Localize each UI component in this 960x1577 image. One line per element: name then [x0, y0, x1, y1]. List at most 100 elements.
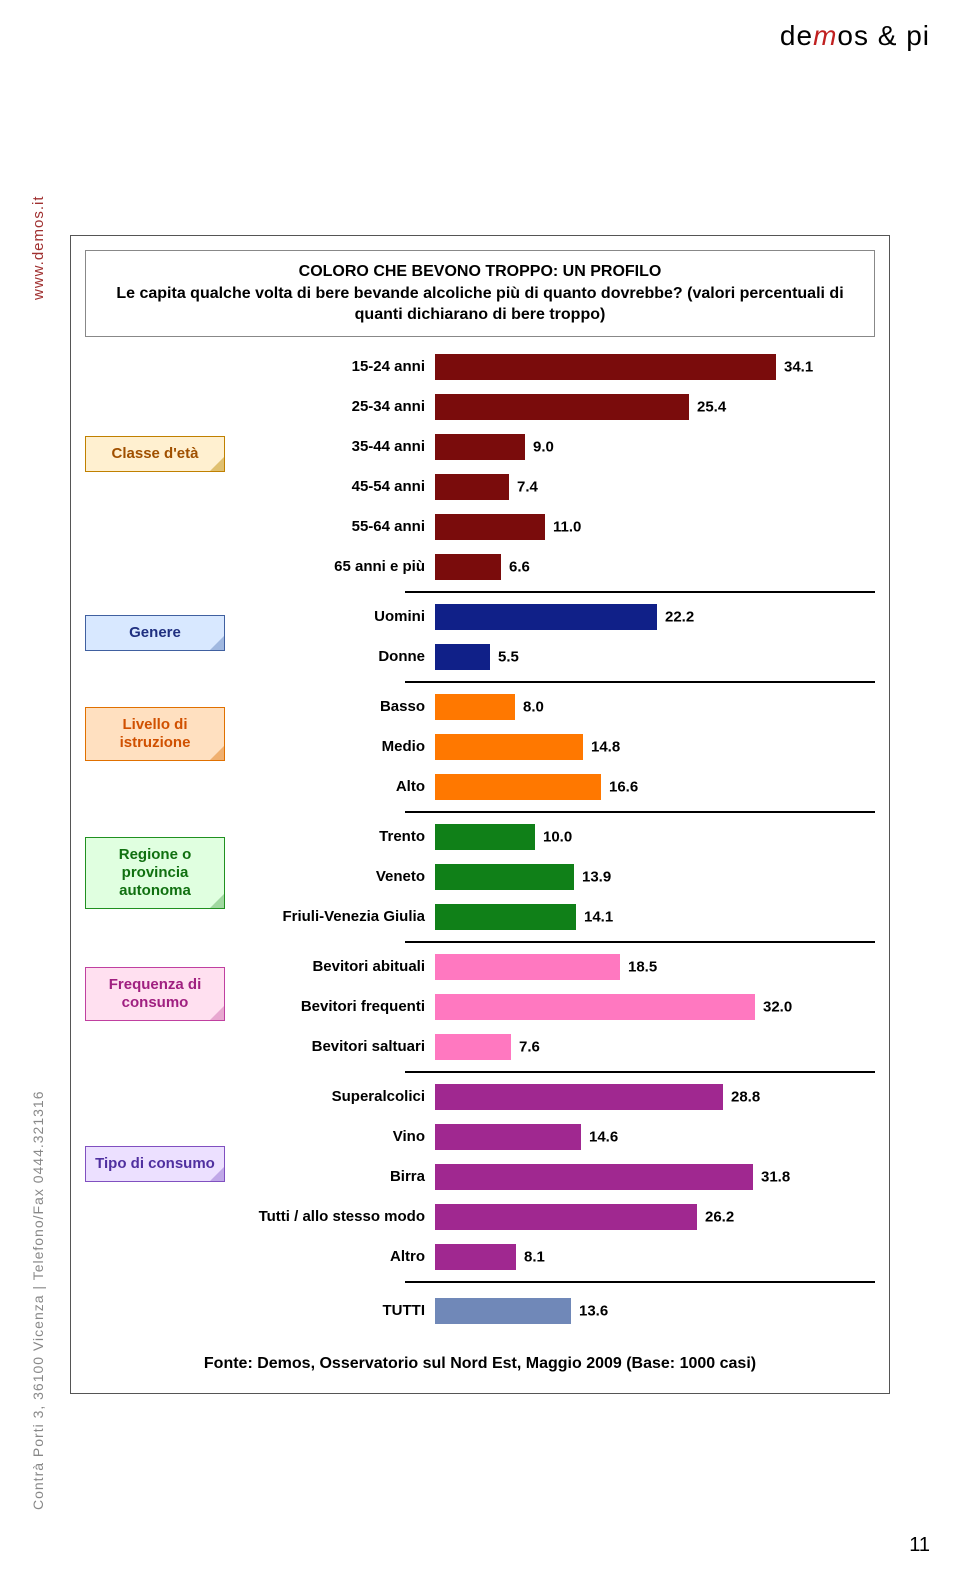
- bar-label: Trento: [245, 828, 435, 845]
- bar-row: 45-54 anni 7.4: [245, 467, 875, 507]
- bar-label: Altro: [245, 1248, 435, 1265]
- bar-label: Veneto: [245, 868, 435, 885]
- bar-label: Uomini: [245, 608, 435, 625]
- bar: [435, 1164, 753, 1190]
- bar: [435, 1244, 516, 1270]
- bar-row: Basso 8.0: [245, 687, 875, 727]
- bar-row: Bevitori abituali 18.5: [245, 947, 875, 987]
- bar-value: 9.0: [533, 438, 554, 455]
- bar-value: 32.0: [763, 998, 792, 1015]
- bar-label: Tutti / allo stesso modo: [245, 1208, 435, 1225]
- bar: [435, 774, 601, 800]
- bar-value: 14.8: [591, 738, 620, 755]
- bar: [435, 734, 583, 760]
- bar: [435, 1034, 511, 1060]
- bar-value: 11.0: [553, 518, 581, 535]
- bar: [435, 1124, 581, 1150]
- bar-row: Altro 8.1: [245, 1237, 875, 1277]
- bar-label: Birra: [245, 1168, 435, 1185]
- bar: [435, 1298, 571, 1324]
- bar: [435, 434, 525, 460]
- bar-label: Bevitori frequenti: [245, 998, 435, 1015]
- bar-label: TUTTI: [245, 1302, 435, 1319]
- bar-label: Basso: [245, 698, 435, 715]
- bar-value: 8.1: [524, 1248, 545, 1265]
- bar-label: 65 anni e più: [245, 558, 435, 575]
- bar-row: Trento 10.0: [245, 817, 875, 857]
- bar-row: Bevitori saltuari 7.6: [245, 1027, 875, 1067]
- bar-value: 14.1: [584, 908, 613, 925]
- brand-logo: demos & pi: [780, 20, 930, 52]
- bar-label: Friuli-Venezia Giulia: [245, 908, 435, 925]
- bar-value: 13.6: [579, 1302, 608, 1319]
- bar-label: Donne: [245, 648, 435, 665]
- bar: [435, 994, 755, 1020]
- category-label: Regione o provincia autonoma: [85, 837, 225, 909]
- bar: [435, 864, 574, 890]
- bar-label: 25-34 anni: [245, 398, 435, 415]
- bar: [435, 514, 545, 540]
- bar-label: Medio: [245, 738, 435, 755]
- bar: [435, 554, 501, 580]
- chart-source: Fonte: Demos, Osservatorio sul Nord Est,…: [85, 1355, 875, 1373]
- bar-row: Friuli-Venezia Giulia 14.1: [245, 897, 875, 937]
- category-label: Frequenza di consumo: [85, 967, 225, 1021]
- bar: [435, 644, 490, 670]
- bar-value: 13.9: [582, 868, 611, 885]
- bar: [435, 694, 515, 720]
- bar-label: Alto: [245, 778, 435, 795]
- bar-row: Alto16.6: [245, 767, 875, 807]
- bar-value: 8.0: [523, 698, 544, 715]
- category-label: Tipo di consumo: [85, 1146, 225, 1182]
- bar-label: 55-64 anni: [245, 518, 435, 535]
- chart-title: COLORO CHE BEVONO TROPPO: UN PROFILO Le …: [85, 250, 875, 337]
- bar: [435, 1204, 697, 1230]
- bar-row: 65 anni e più 6.6: [245, 547, 875, 587]
- bar-value: 7.4: [517, 478, 538, 495]
- bar: [435, 954, 620, 980]
- bar: [435, 904, 576, 930]
- bar-row: Superalcolici 28.8: [245, 1077, 875, 1117]
- bar-value: 22.2: [665, 608, 694, 625]
- bar-value: 28.8: [731, 1088, 760, 1105]
- bar-row: Medio 14.8: [245, 727, 875, 767]
- bar-value: 25.4: [697, 398, 726, 415]
- bar-row: Tutti / allo stesso modo26.2: [245, 1197, 875, 1237]
- chart-container: COLORO CHE BEVONO TROPPO: UN PROFILO Le …: [70, 235, 890, 1394]
- bar-label: Vino: [245, 1128, 435, 1145]
- chart-area: 15-24 anni 34.1 25-34 anni 25.4 35-44 anni 9.…: [85, 347, 875, 1331]
- page-number: 11: [909, 1534, 930, 1557]
- bar-row: 55-64 anni 11.0: [245, 507, 875, 547]
- sidebar-address: Contrà Porti 3, 36100 Vicenza | Telefono…: [30, 1091, 46, 1511]
- bar: [435, 1084, 723, 1110]
- bar-value: 14.6: [589, 1128, 618, 1145]
- bar-row: 25-34 anni 25.4: [245, 387, 875, 427]
- bar-label: Bevitori saltuari: [245, 1038, 435, 1055]
- bar-label: 45-54 anni: [245, 478, 435, 495]
- bar: [435, 394, 689, 420]
- category-label: Classe d'età: [85, 436, 225, 472]
- bar: [435, 604, 657, 630]
- bar-value: 10.0: [543, 828, 572, 845]
- bar-label: Superalcolici: [245, 1088, 435, 1105]
- bar-row: Vino 14.6: [245, 1117, 875, 1157]
- bar-value: 31.8: [761, 1168, 790, 1185]
- bar-row: Veneto 13.9: [245, 857, 875, 897]
- bar-row: Donne 5.5: [245, 637, 875, 677]
- bar-row: 15-24 anni 34.1: [245, 347, 875, 387]
- bar-value: 34.1: [784, 358, 813, 375]
- bar: [435, 474, 509, 500]
- bar-row: Birra 31.8: [245, 1157, 875, 1197]
- bar-label: 15-24 anni: [245, 358, 435, 375]
- bar-label: 35-44 anni: [245, 438, 435, 455]
- bar-value: 7.6: [519, 1038, 540, 1055]
- bar-label: Bevitori abituali: [245, 958, 435, 975]
- bar-row: Bevitori frequenti 32.0: [245, 987, 875, 1027]
- bar-row: Uomini 22.2: [245, 597, 875, 637]
- bar: [435, 824, 535, 850]
- sidebar-url: www.demos.it: [30, 195, 47, 300]
- bar-row: 35-44 anni 9.0: [245, 427, 875, 467]
- bar-value: 18.5: [628, 958, 657, 975]
- bar-value: 5.5: [498, 648, 519, 665]
- bar-value: 6.6: [509, 558, 530, 575]
